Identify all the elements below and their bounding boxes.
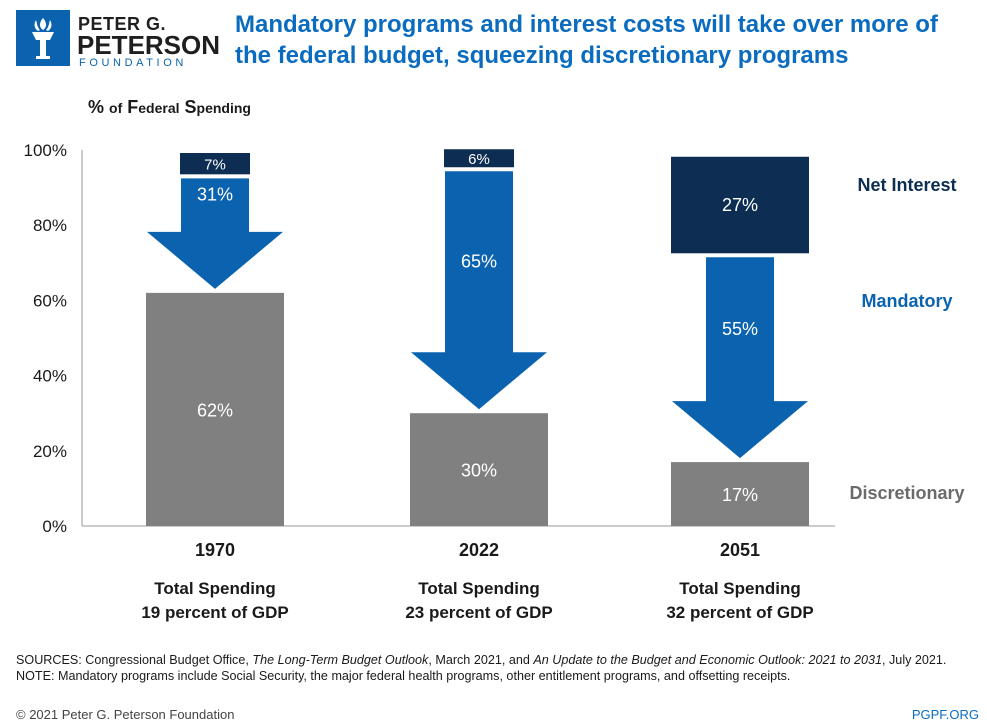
x-tick-label: 2051	[720, 540, 760, 560]
bar-net-interest	[180, 153, 250, 175]
legend-discretionary: Discretionary	[849, 483, 964, 503]
category-note-line-2: 19 percent of GDP	[141, 603, 288, 622]
bar-discretionary	[671, 462, 809, 526]
arrow-mandatory	[411, 171, 547, 410]
stacked-bar-chart: 0% 20% 40% 60% 80% 100% 62% 7% 31% 1970 Total Spen…	[24, 141, 965, 622]
bar-label-mandatory: 65%	[461, 252, 497, 272]
category-note-line-2: 32 percent of GDP	[666, 603, 813, 622]
bar-label-discretionary: 17%	[722, 485, 758, 505]
y-tick-label: 80%	[33, 216, 67, 235]
bar-discretionary	[410, 413, 548, 526]
subtitle-ederal: ederal	[138, 100, 180, 116]
y-tick-label: 40%	[33, 367, 67, 386]
logo: PETER G. PETERSON FOUNDATION	[16, 10, 220, 69]
bar-label-mandatory: 31%	[197, 184, 233, 204]
sources-suffix: , July 2021.	[882, 653, 947, 667]
category-note-line-1: Total Spending	[679, 579, 801, 598]
subtitle-pct: %	[88, 97, 105, 117]
footer-notes: SOURCES: Congressional Budget Office, Th…	[16, 652, 976, 684]
category-note-line-1: Total Spending	[418, 579, 540, 598]
sources-mid: , March 2021, and	[428, 653, 534, 667]
site-link[interactable]: PGPF.ORG	[911, 707, 979, 722]
y-tick-label: 60%	[33, 291, 67, 310]
chart-title: Mandatory programs and interest costs wi…	[235, 11, 938, 69]
x-tick-label: 1970	[195, 540, 235, 560]
logo-line-3: FOUNDATION	[79, 57, 187, 69]
category-note-line-2: 23 percent of GDP	[405, 603, 552, 622]
subtitle-pending: pending	[196, 100, 251, 116]
y-axis-label: % of Federal Spending	[88, 97, 251, 118]
y-tick-label: 100%	[24, 141, 67, 160]
note-text: NOTE: Mandatory programs include Social …	[16, 669, 791, 683]
sources-title-2: An Update to the Budget and Economic Out…	[533, 653, 883, 667]
sources-title-1: The Long-Term Budget Outlook	[252, 653, 429, 667]
x-tick-label: 2022	[459, 540, 499, 560]
torch-logo-icon	[16, 10, 70, 66]
logo-line-1: PETER G.	[78, 14, 167, 34]
bar-net-interest	[444, 149, 514, 168]
bar-label-net-interest: 27%	[722, 195, 758, 215]
bar-label-net-interest: 6%	[468, 151, 490, 168]
bar-label-mandatory: 55%	[722, 319, 758, 339]
bar-net-interest	[671, 156, 809, 254]
y-tick-label: 20%	[33, 442, 67, 461]
bar-label-discretionary: 62%	[197, 400, 233, 420]
bar-label-net-interest: 7%	[204, 157, 226, 174]
logo-line-2: PETERSON	[77, 30, 221, 60]
y-tick-label: 0%	[42, 517, 67, 536]
arrow-mandatory	[147, 178, 283, 289]
legend-mandatory: Mandatory	[861, 291, 952, 311]
subtitle-f: F	[127, 97, 139, 117]
legend-net-interest: Net Interest	[857, 175, 956, 195]
subtitle-of: of	[109, 100, 123, 116]
copyright: © 2021 Peter G. Peterson Foundation	[16, 707, 235, 722]
bar-label-discretionary: 30%	[461, 461, 497, 481]
subtitle-s: S	[184, 97, 197, 117]
sources-prefix: SOURCES: Congressional Budget Office,	[16, 653, 253, 667]
category-note-line-1: Total Spending	[154, 579, 276, 598]
bar-discretionary	[146, 292, 284, 526]
arrow-mandatory	[672, 257, 808, 459]
